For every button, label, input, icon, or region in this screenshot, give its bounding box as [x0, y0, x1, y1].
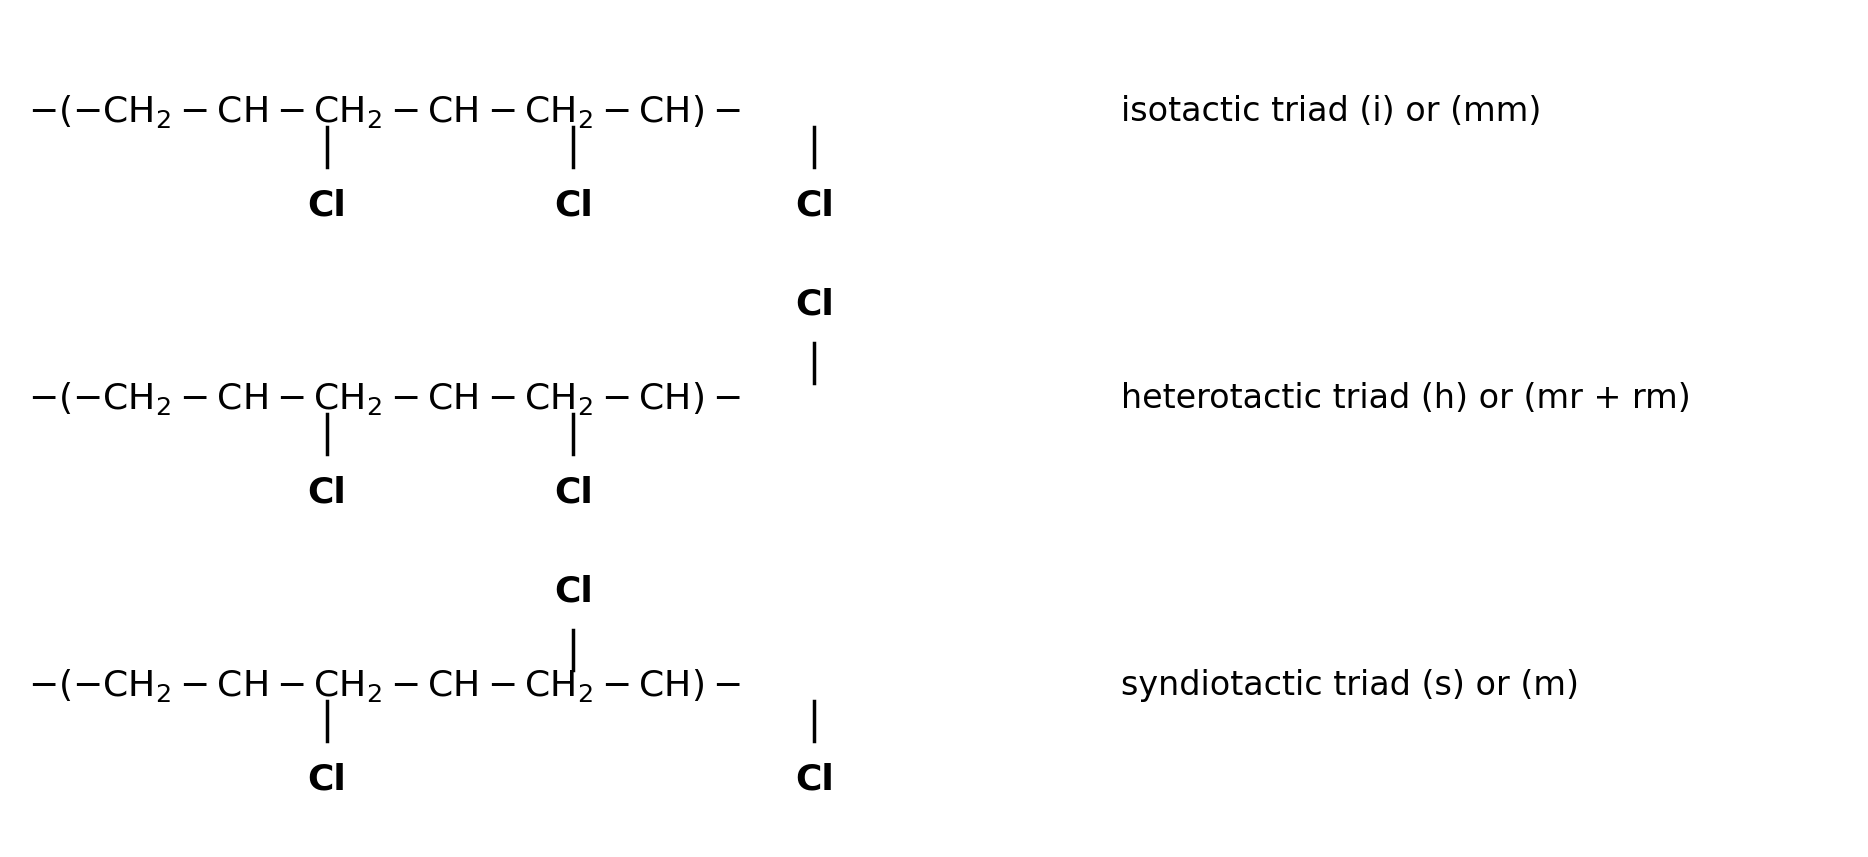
Text: isotactic triad (i) or (mm): isotactic triad (i) or (mm) [1121, 95, 1541, 128]
Text: Cl: Cl [308, 189, 346, 223]
Text: Cl: Cl [308, 763, 346, 797]
Text: heterotactic triad (h) or (mr + rm): heterotactic triad (h) or (mr + rm) [1121, 382, 1691, 415]
Text: Cl: Cl [555, 189, 592, 223]
Text: Cl: Cl [555, 476, 592, 510]
Text: Cl: Cl [796, 763, 833, 797]
Text: syndiotactic triad (s) or (m): syndiotactic triad (s) or (m) [1121, 669, 1578, 702]
Text: $-(-\mathrm{CH_2}-\mathrm{CH}-\mathrm{CH_2}-\mathrm{CH}-\mathrm{CH_2}-\mathrm{CH: $-(-\mathrm{CH_2}-\mathrm{CH}-\mathrm{CH… [28, 380, 740, 417]
Text: Cl: Cl [555, 574, 592, 608]
Text: Cl: Cl [796, 189, 833, 223]
Text: $-(-\mathrm{CH_2}-\mathrm{CH}-\mathrm{CH_2}-\mathrm{CH}-\mathrm{CH_2}-\mathrm{CH: $-(-\mathrm{CH_2}-\mathrm{CH}-\mathrm{CH… [28, 93, 740, 130]
Text: $-(-\mathrm{CH_2}-\mathrm{CH}-\mathrm{CH_2}-\mathrm{CH}-\mathrm{CH_2}-\mathrm{CH: $-(-\mathrm{CH_2}-\mathrm{CH}-\mathrm{CH… [28, 667, 740, 704]
Text: Cl: Cl [796, 287, 833, 321]
Text: Cl: Cl [308, 476, 346, 510]
